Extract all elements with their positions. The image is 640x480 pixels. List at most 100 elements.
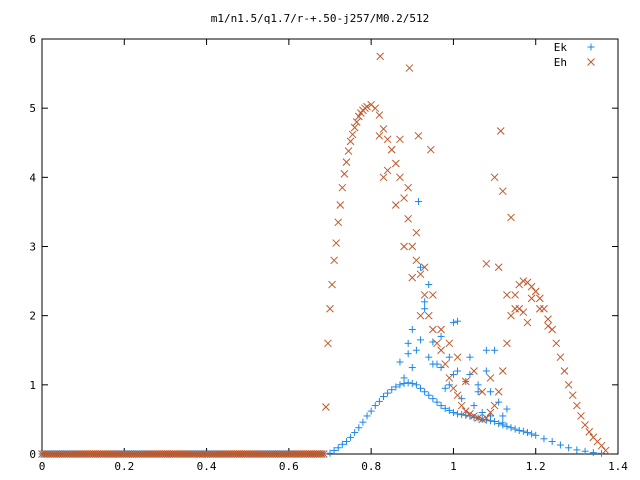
data-point	[449, 319, 457, 327]
data-point	[535, 294, 544, 303]
data-point	[400, 374, 408, 382]
data-point	[535, 304, 544, 313]
data-point	[548, 438, 556, 446]
data-point	[391, 201, 400, 209]
data-point	[359, 418, 367, 426]
data-point	[437, 325, 445, 334]
data-point	[581, 421, 589, 429]
data-marks	[38, 52, 610, 458]
data-point	[556, 353, 565, 362]
data-point	[347, 433, 355, 441]
data-point	[338, 440, 346, 448]
data-point	[445, 374, 454, 382]
y-tick-label: 0	[29, 448, 36, 461]
data-point	[486, 374, 495, 382]
data-point	[478, 415, 487, 424]
chart-title: m1/n1.5/q1.7/r-+.50-j257/M0.2/512	[211, 12, 430, 25]
data-point	[466, 370, 474, 378]
data-point	[408, 273, 417, 282]
data-point	[412, 228, 421, 237]
data-point	[474, 414, 482, 422]
data-point	[392, 383, 400, 391]
data-point	[519, 277, 528, 285]
data-point	[453, 391, 462, 400]
data-point	[577, 412, 585, 420]
data-point	[470, 413, 478, 421]
data-point	[342, 438, 350, 446]
data-point	[424, 311, 433, 320]
data-point	[375, 397, 383, 405]
data-point	[503, 339, 511, 348]
data-point	[352, 118, 361, 126]
x-tick-label: 0.8	[361, 460, 381, 473]
data-point	[404, 183, 413, 192]
data-point	[482, 259, 491, 268]
x-tick-label: 0.2	[114, 460, 134, 473]
data-point	[425, 281, 433, 289]
data-point	[441, 404, 449, 412]
data-point	[396, 173, 404, 182]
data-point	[449, 384, 458, 393]
data-point	[531, 287, 540, 296]
data-point	[498, 187, 507, 196]
data-point	[498, 367, 507, 375]
data-point	[420, 291, 429, 299]
data-point	[568, 391, 577, 400]
data-point	[503, 405, 511, 413]
data-point	[416, 270, 425, 279]
data-point	[408, 242, 417, 251]
data-point	[454, 367, 462, 375]
y-tick-label: 1	[29, 379, 36, 392]
data-point	[324, 339, 332, 348]
legend-marker-ek	[587, 43, 595, 51]
data-point	[474, 388, 482, 396]
series-eh	[38, 52, 610, 458]
data-point	[412, 256, 421, 265]
data-point	[384, 389, 392, 397]
data-point	[348, 130, 357, 139]
data-point	[494, 263, 503, 272]
data-point	[429, 291, 437, 299]
data-point	[511, 425, 519, 433]
data-point	[486, 388, 494, 396]
data-point	[336, 201, 345, 209]
x-tick-label: 0	[39, 460, 46, 473]
data-point	[319, 450, 328, 458]
data-point	[598, 449, 606, 457]
data-point	[379, 125, 388, 133]
data-point	[363, 412, 371, 420]
data-point	[507, 213, 515, 222]
data-point	[544, 315, 552, 323]
data-point	[433, 339, 441, 348]
data-point	[507, 424, 515, 432]
data-point	[417, 263, 425, 271]
data-point	[379, 393, 387, 401]
data-point	[425, 353, 433, 361]
data-point	[421, 388, 429, 396]
data-point	[429, 395, 437, 403]
data-point	[461, 377, 470, 386]
data-point	[453, 353, 462, 362]
data-point	[482, 414, 491, 422]
data-point	[482, 346, 490, 354]
data-point	[326, 304, 334, 313]
data-point	[363, 102, 371, 111]
data-point	[437, 402, 445, 410]
data-point	[474, 381, 482, 389]
data-point	[334, 218, 343, 227]
data-point	[466, 410, 474, 418]
data-point	[470, 412, 478, 420]
data-point	[560, 367, 569, 375]
data-point	[421, 305, 429, 313]
data-point	[317, 450, 326, 458]
data-point	[449, 370, 457, 378]
data-point	[371, 104, 380, 113]
data-point	[416, 311, 425, 320]
data-point	[404, 339, 412, 347]
x-tick-label: 1	[450, 460, 457, 473]
data-point	[449, 409, 457, 416]
data-point	[441, 384, 449, 392]
data-point	[573, 446, 581, 454]
data-point	[396, 135, 404, 144]
